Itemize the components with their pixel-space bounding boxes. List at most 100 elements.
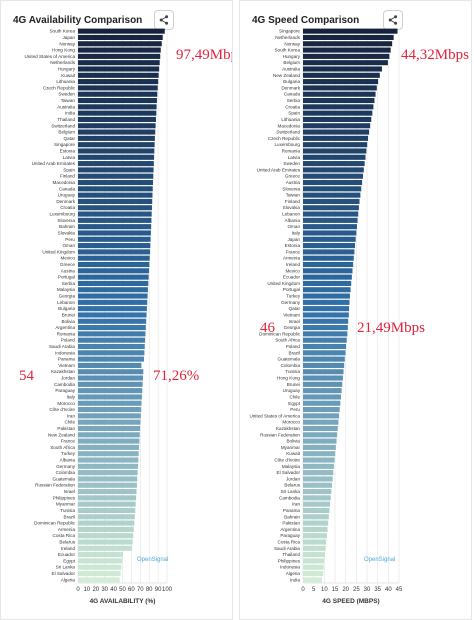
- category-label: India: [65, 111, 75, 116]
- bar: [303, 186, 362, 192]
- category-label: Pakistan: [282, 521, 300, 526]
- category-label: Czech Republic: [43, 85, 76, 90]
- category-label: Norway: [59, 41, 75, 46]
- category-label: Germany: [281, 300, 301, 305]
- bar: [78, 154, 155, 160]
- bar: [78, 413, 141, 419]
- bar: [78, 463, 138, 469]
- category-label: Italy: [67, 394, 76, 399]
- bar: [78, 186, 153, 192]
- category-label: Serbia: [62, 281, 76, 286]
- bar: [303, 413, 340, 419]
- category-label: Portugal: [283, 287, 300, 292]
- bar: [78, 135, 155, 141]
- bar: [303, 274, 352, 280]
- bar: [78, 293, 148, 299]
- bar: [78, 558, 123, 564]
- bar: [303, 470, 334, 476]
- x-tick-label: 5: [312, 587, 316, 593]
- share-button[interactable]: [154, 10, 174, 30]
- x-tick-label: 50: [119, 587, 126, 593]
- category-label: South Africa: [275, 338, 300, 343]
- category-label: Switzerland: [51, 123, 75, 128]
- bar: [78, 337, 146, 343]
- bar: [78, 419, 141, 425]
- category-label: Uruguay: [283, 388, 301, 393]
- bar: [303, 438, 337, 444]
- category-label: Israel: [64, 489, 75, 494]
- bar: [78, 545, 132, 551]
- category-label: Mexico: [60, 256, 75, 261]
- bar: [78, 268, 150, 274]
- category-label: Bulgaria: [283, 79, 300, 84]
- bar: [303, 476, 333, 482]
- bar: [303, 388, 342, 394]
- bar: [303, 331, 348, 337]
- category-label: Italy: [292, 230, 301, 235]
- category-label: Malaysia: [282, 464, 301, 469]
- bar: [78, 224, 152, 230]
- category-label: Morocco: [282, 420, 300, 425]
- category-label: Paraguay: [280, 533, 300, 538]
- category-label: Macedonia: [278, 123, 301, 128]
- category-label: Bahrain: [284, 514, 300, 519]
- bar: [78, 97, 157, 104]
- bar: [303, 261, 354, 268]
- bar: [303, 236, 356, 242]
- category-label: Dominican Republic: [34, 521, 76, 526]
- category-label: Slovakia: [58, 230, 76, 235]
- bar: [303, 394, 341, 400]
- x-tick-label: 45: [396, 587, 403, 593]
- share-button[interactable]: [383, 10, 403, 30]
- bar: [303, 198, 360, 204]
- category-label: Canada: [59, 186, 76, 191]
- bar: [303, 369, 344, 375]
- bar: [78, 60, 160, 66]
- category-label: Luxembourg: [49, 212, 75, 217]
- annotation-rank-value: 71,26%: [153, 368, 200, 384]
- category-label: Bulgaria: [58, 306, 75, 311]
- bar: [78, 438, 140, 444]
- category-label: Netherlands: [50, 60, 75, 65]
- category-label: Uruguay: [58, 193, 76, 198]
- category-label: United Arab Emirates: [257, 167, 301, 172]
- category-label: Taiwan: [286, 193, 301, 198]
- annotation-top-value: 97,49Mbps: [176, 47, 232, 63]
- category-label: Brazil: [289, 350, 301, 355]
- bar: [303, 577, 322, 583]
- bar: [78, 400, 142, 406]
- bar: [303, 350, 346, 356]
- category-label: El Salvador: [277, 470, 301, 475]
- category-label: United States of America: [249, 413, 300, 418]
- bar: [303, 306, 350, 312]
- category-label: Turkey: [61, 451, 76, 456]
- category-label: Belgium: [283, 60, 300, 65]
- category-label: Croatia: [60, 205, 75, 210]
- bar: [303, 299, 350, 305]
- bar: [78, 299, 148, 305]
- bar: [303, 129, 370, 135]
- category-label: Belarus: [284, 483, 300, 488]
- bar: [78, 243, 151, 249]
- bar: [78, 533, 134, 539]
- bar: [78, 520, 135, 526]
- bar: [78, 432, 140, 438]
- category-label: Brunei: [62, 312, 75, 317]
- bar: [78, 394, 142, 400]
- category-label: Croatia: [285, 104, 300, 109]
- category-label: New Zealand: [48, 432, 76, 437]
- bar: [303, 425, 338, 432]
- bar: [78, 470, 138, 476]
- category-label: Egypt: [63, 558, 75, 563]
- bar: [78, 451, 139, 457]
- category-label: Kuwait: [61, 73, 76, 78]
- category-label: Ecuador: [283, 275, 301, 280]
- bar: [78, 356, 145, 362]
- x-tick-label: 40: [385, 587, 392, 593]
- bar: [78, 91, 158, 97]
- category-label: Ireland: [61, 546, 75, 551]
- x-tick-label: 0: [301, 587, 305, 593]
- category-label: Spain: [288, 111, 300, 116]
- bar: [303, 116, 372, 123]
- category-label: Israel: [289, 319, 300, 324]
